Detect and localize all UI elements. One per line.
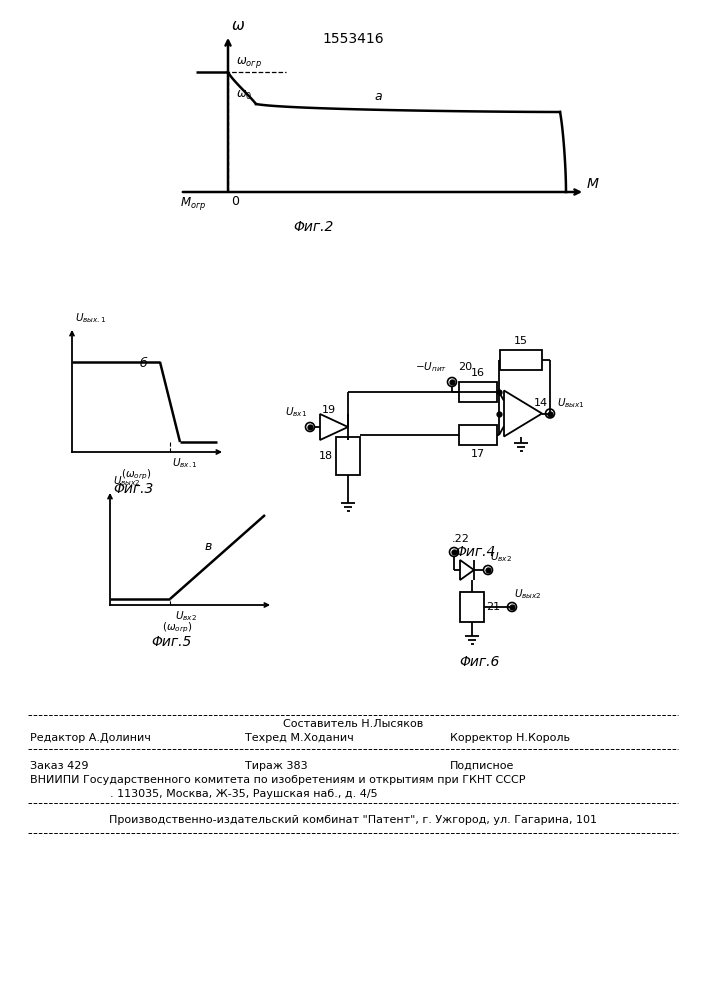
Text: 14: 14 — [534, 398, 548, 408]
Text: a: a — [374, 90, 382, 103]
Text: $U_{вых1}$: $U_{вых1}$ — [557, 396, 585, 410]
Text: 1553416: 1553416 — [322, 32, 384, 46]
Text: Φиг.2: Φиг.2 — [293, 220, 333, 234]
Text: .22: .22 — [452, 534, 470, 544]
Text: $U_{вых.1}$: $U_{вых.1}$ — [75, 311, 107, 325]
Text: $U_{вх2}$: $U_{вх2}$ — [175, 609, 197, 623]
Text: б: б — [140, 357, 148, 370]
Text: Φиг.4: Φиг.4 — [455, 545, 495, 559]
Text: $(\omega_{огр})$: $(\omega_{огр})$ — [122, 468, 153, 482]
Text: Заказ 429: Заказ 429 — [30, 761, 88, 771]
Text: Φиг.5: Φиг.5 — [152, 635, 192, 649]
Text: $\omega_0$: $\omega_0$ — [236, 89, 252, 102]
Bar — [460, 592, 484, 622]
Text: Подписное: Подписное — [450, 761, 515, 771]
Text: $U_{вых2}$: $U_{вых2}$ — [113, 474, 141, 488]
Text: Производственно-издательский комбинат "Патент", г. Ужгород, ул. Гагарина, 101: Производственно-издательский комбинат "П… — [109, 815, 597, 825]
Bar — [459, 382, 497, 402]
Text: $U_{вых2}$: $U_{вых2}$ — [514, 587, 542, 601]
Text: в: в — [205, 540, 212, 553]
Polygon shape — [504, 390, 542, 436]
Text: $U_{вх2}$: $U_{вх2}$ — [490, 550, 512, 564]
Text: 16: 16 — [471, 368, 485, 378]
Text: +: + — [508, 416, 517, 426]
Text: $M_{огр}$: $M_{огр}$ — [180, 195, 206, 212]
Text: Тираж 383: Тираж 383 — [245, 761, 308, 771]
Text: $U_{вх1}$: $U_{вх1}$ — [285, 405, 307, 419]
Text: Составитель Н.Лысяков: Составитель Н.Лысяков — [283, 719, 423, 729]
Bar — [500, 350, 542, 370]
Text: 20: 20 — [458, 362, 472, 372]
Text: Φиг.3: Φиг.3 — [114, 482, 154, 496]
Bar — [459, 425, 497, 445]
Polygon shape — [460, 560, 474, 580]
Text: Редактор А.Долинич: Редактор А.Долинич — [30, 733, 151, 743]
Text: 21: 21 — [486, 602, 500, 612]
Text: Корректор Н.Король: Корректор Н.Король — [450, 733, 570, 743]
Text: $-U_{пит}$: $-U_{пит}$ — [415, 360, 447, 374]
Polygon shape — [320, 414, 348, 440]
Text: M: M — [587, 177, 599, 191]
Text: 0: 0 — [231, 195, 239, 208]
Text: 19: 19 — [322, 405, 336, 415]
Text: Техред М.Ходанич: Техред М.Ходанич — [245, 733, 354, 743]
Text: ВНИИПИ Государственного комитета по изобретениям и открытиям при ГКНТ СССР: ВНИИПИ Государственного комитета по изоб… — [30, 775, 525, 785]
Text: 15: 15 — [513, 336, 527, 346]
Text: Φиг.6: Φиг.6 — [460, 655, 500, 669]
Text: 18: 18 — [319, 451, 333, 461]
Text: $\omega$: $\omega$ — [231, 18, 245, 33]
Text: 17: 17 — [471, 449, 485, 459]
Text: $U_{вх.1}$: $U_{вх.1}$ — [172, 456, 198, 470]
Bar — [336, 437, 360, 475]
Text: $(\omega_{огр})$: $(\omega_{огр})$ — [163, 621, 194, 635]
Text: . 113035, Москва, Ж-35, Раушская наб., д. 4/5: . 113035, Москва, Ж-35, Раушская наб., д… — [110, 789, 378, 799]
Text: $\omega_{огр}$: $\omega_{огр}$ — [236, 55, 262, 70]
